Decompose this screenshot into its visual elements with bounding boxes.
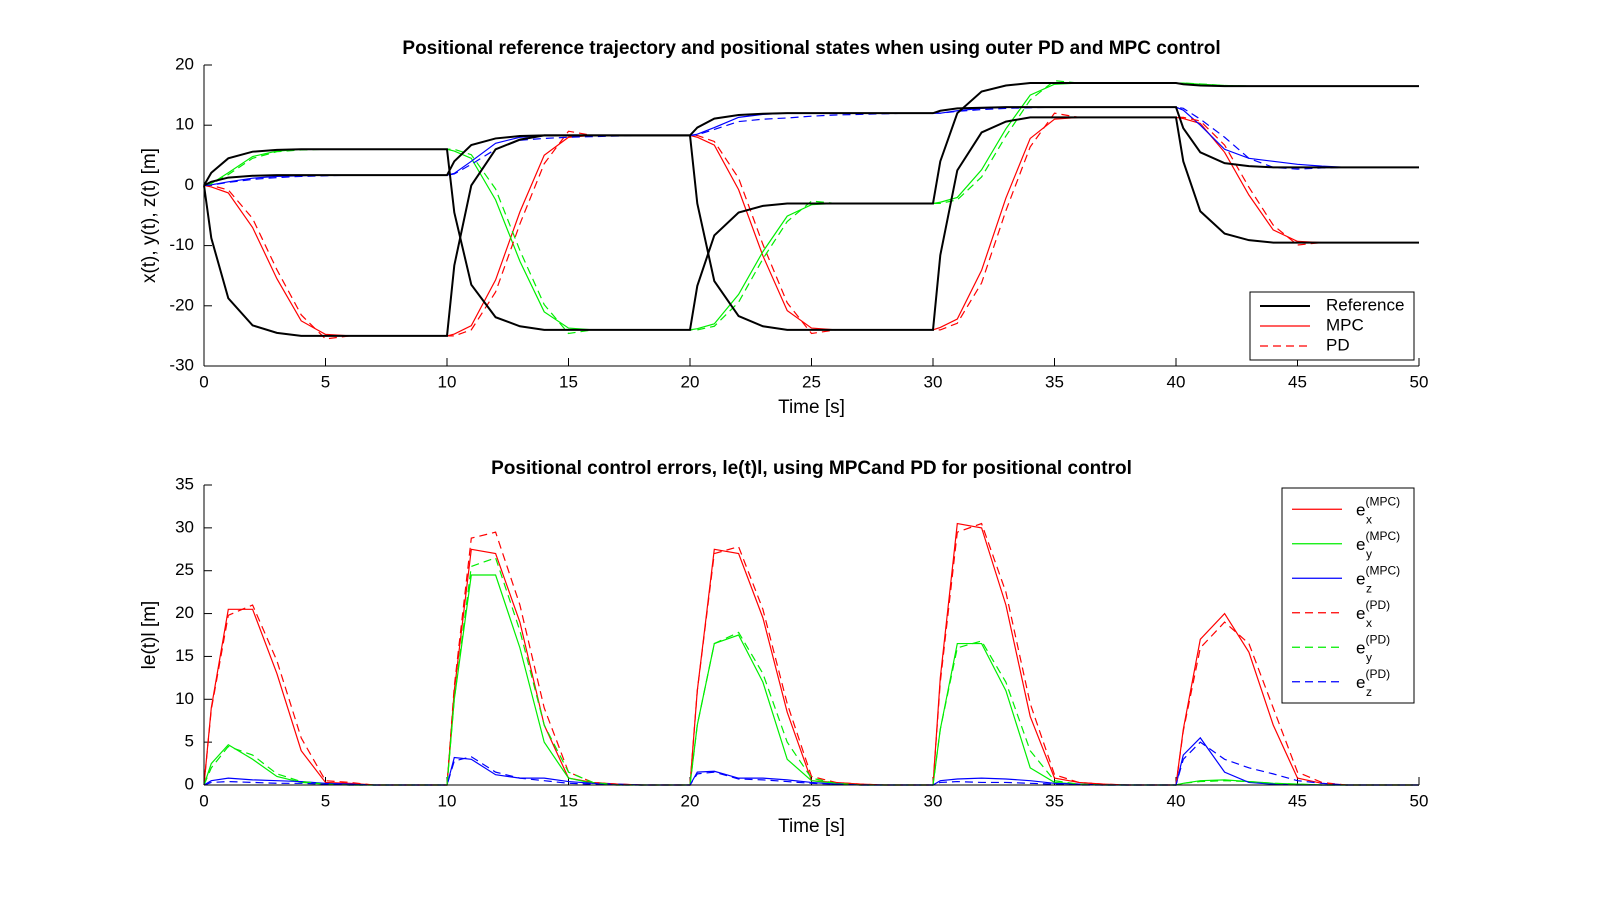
x-tick-label: 25 — [802, 372, 821, 391]
data-line — [203, 106, 1419, 187]
x-tick-label: 35 — [1045, 372, 1064, 391]
x-tick-label: 10 — [438, 372, 457, 391]
x-tick-label: 10 — [438, 791, 457, 810]
legend-label-sub: x — [1366, 616, 1372, 630]
data-line — [203, 574, 1419, 786]
legend-label-sub: y — [1366, 650, 1372, 664]
legend-label-sub: x — [1366, 512, 1372, 526]
legend-label-sup: (MPC) — [1365, 563, 1400, 577]
legend-label-main: e — [1356, 604, 1365, 623]
x-tick-label: 20 — [681, 791, 700, 810]
legend-label: e(PD) — [1356, 598, 1390, 623]
x-tick-label: 5 — [321, 791, 330, 810]
x-tick-label: 25 — [802, 791, 821, 810]
data-line — [204, 112, 1419, 340]
legend-label-sup: (MPC) — [1365, 494, 1400, 508]
y-tick-label: -20 — [169, 295, 194, 314]
data-line — [203, 82, 1419, 331]
data-line — [203, 522, 1419, 786]
legend-label-sub: y — [1366, 547, 1372, 561]
x-tick-label: 15 — [559, 372, 578, 391]
legend-label-sup: (MPC) — [1365, 529, 1400, 543]
y-tick-label: 10 — [175, 115, 194, 134]
legend-label: e(PD) — [1356, 667, 1390, 692]
y-tick-label: 20 — [175, 54, 194, 73]
y-axis-label: le(t)l [m] — [139, 601, 160, 670]
x-tick-label: 45 — [1288, 372, 1307, 391]
x-axis-label: Time [s] — [778, 397, 845, 418]
legend-label-sub: z — [1366, 685, 1372, 699]
legend-box — [1281, 487, 1415, 704]
x-tick-label: 35 — [1045, 791, 1064, 810]
x-tick-label: 20 — [681, 372, 700, 391]
y-tick-label: -10 — [169, 235, 194, 254]
y-tick-label: 20 — [175, 603, 194, 622]
y-tick-label: 35 — [175, 474, 194, 493]
y-tick-label: -30 — [169, 355, 194, 374]
chart-title: Positional control errors, le(t)l, using… — [491, 458, 1132, 479]
legend-label-main: e — [1356, 639, 1365, 658]
legend-label: e(MPC) — [1356, 529, 1400, 554]
y-tick-label: 0 — [185, 175, 194, 194]
x-tick-label: 50 — [1410, 791, 1429, 810]
y-tick-label: 10 — [175, 689, 194, 708]
x-tick-label: 30 — [924, 372, 943, 391]
legend-label: MPC — [1326, 315, 1364, 334]
legend-label-main: e — [1356, 501, 1365, 520]
x-tick-label: 40 — [1167, 372, 1186, 391]
y-axis-label: x(t), y(t), z(t) [m] — [139, 148, 160, 283]
data-line — [203, 557, 1419, 786]
legend-label-sup: (PD) — [1365, 632, 1390, 646]
x-axis-label: Time [s] — [778, 816, 845, 837]
x-tick-label: 40 — [1167, 791, 1186, 810]
x-tick-label: 0 — [199, 791, 208, 810]
y-tick-label: 0 — [185, 774, 194, 793]
x-tick-label: 50 — [1410, 372, 1429, 391]
legend-label-main: e — [1356, 673, 1365, 692]
y-tick-label: 15 — [175, 646, 194, 665]
legend-label-sup: (PD) — [1365, 667, 1390, 681]
chart-title: Positional reference trajectory and posi… — [402, 38, 1220, 59]
x-tick-label: 15 — [559, 791, 578, 810]
y-tick-label: 25 — [175, 560, 194, 579]
data-line — [203, 80, 1419, 335]
legend-label-main: e — [1356, 535, 1365, 554]
x-tick-label: 0 — [199, 372, 208, 391]
y-tick-label: 5 — [185, 732, 194, 751]
data-line — [203, 82, 1419, 331]
legend-label-sub: z — [1366, 581, 1372, 595]
legend-label: Reference — [1326, 295, 1404, 314]
legend-label-sup: (PD) — [1365, 598, 1390, 612]
x-tick-label: 30 — [924, 791, 943, 810]
legend-label-main: e — [1356, 570, 1365, 589]
data-line — [203, 116, 1419, 337]
legend-label: PD — [1326, 335, 1350, 354]
x-tick-label: 5 — [321, 372, 330, 391]
legend-label: e(MPC) — [1356, 563, 1400, 588]
data-line — [203, 522, 1419, 786]
x-tick-label: 45 — [1288, 791, 1307, 810]
y-tick-label: 30 — [175, 517, 194, 536]
legend-label: e(MPC) — [1356, 494, 1400, 519]
legend-label: e(PD) — [1356, 632, 1390, 657]
